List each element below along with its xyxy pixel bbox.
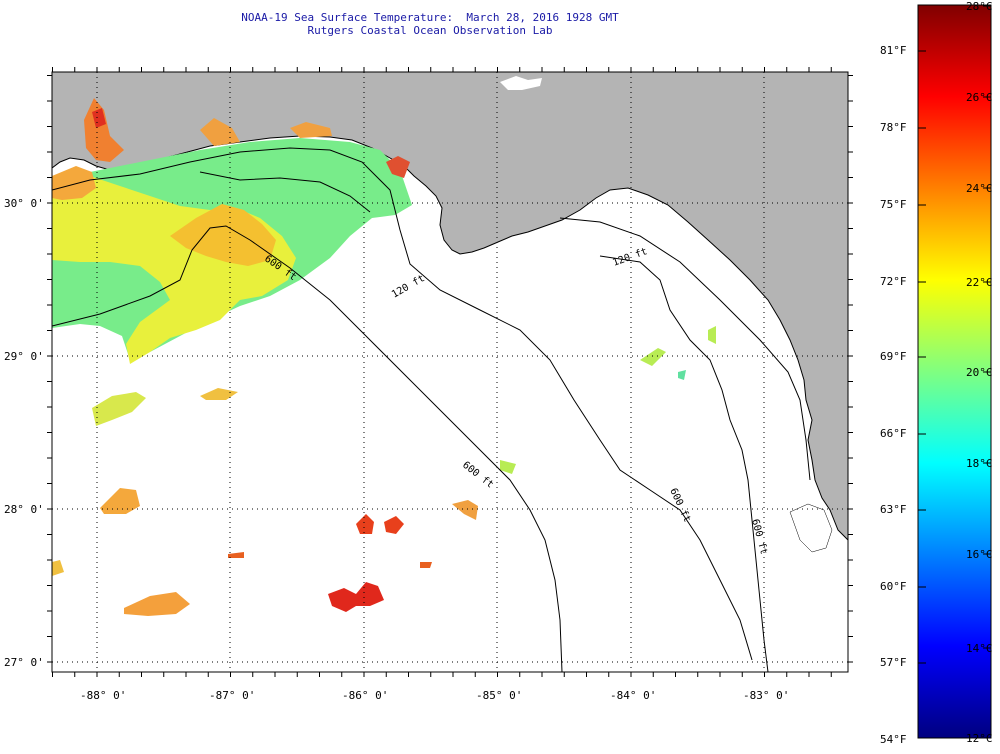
celsius-label: 12°C bbox=[966, 732, 993, 745]
celsius-label: 26°C bbox=[966, 91, 993, 104]
sst-patch-st-joe bbox=[386, 156, 410, 178]
contour-600ft-west bbox=[52, 225, 563, 672]
map-frame bbox=[51, 71, 849, 673]
colorbar-ticks bbox=[918, 5, 991, 739]
celsius-label: 18°C bbox=[966, 457, 993, 470]
contour-600ft-east bbox=[599, 255, 769, 672]
fahrenheit-label: 57°F bbox=[880, 656, 907, 669]
celsius-label: 22°C bbox=[966, 276, 993, 289]
fahrenheit-label: 75°F bbox=[880, 198, 907, 211]
colorbar-celsius-labels: 28°C 26°C 24°C 22°C 20°C 18°C 16°C 14°C … bbox=[966, 0, 993, 745]
land-mass bbox=[52, 72, 848, 541]
celsius-label: 14°C bbox=[966, 642, 993, 655]
lon-label: -84° 0' bbox=[610, 689, 656, 702]
colorbar: 28°C 26°C 24°C 22°C 20°C 18°C 16°C 14°C … bbox=[880, 0, 993, 746]
longitude-labels: -88° 0' -87° 0' -86° 0' -85° 0' -84° 0' … bbox=[80, 689, 789, 702]
fahrenheit-label: 72°F bbox=[880, 275, 907, 288]
map-area: 120 ft 600 ft 600 ft 120 ft 600 ft 600 f… bbox=[52, 72, 848, 672]
fahrenheit-label: 69°F bbox=[880, 350, 907, 363]
bathymetry-contours bbox=[52, 147, 811, 672]
lat-label: 29° 0' bbox=[4, 350, 44, 363]
sst-patch-sw-cloud-1 bbox=[92, 392, 146, 426]
colorbar-fahrenheit-labels: 81°F 78°F 75°F 72°F 69°F 66°F 63°F 60°F … bbox=[880, 44, 907, 746]
sst-patch-big-bend bbox=[640, 326, 716, 366]
lat-label: 28° 0' bbox=[4, 503, 44, 516]
contour-120ft bbox=[52, 147, 753, 661]
fahrenheit-label: 81°F bbox=[880, 44, 907, 57]
fahrenheit-label: 63°F bbox=[880, 503, 907, 516]
frame-ticks bbox=[47, 67, 853, 677]
sst-patch-coastal-bays bbox=[200, 118, 332, 146]
contour-near-shore bbox=[559, 217, 811, 481]
sst-patch-small-cyan bbox=[678, 370, 686, 380]
fahrenheit-label: 78°F bbox=[880, 121, 907, 134]
lon-label: -88° 0' bbox=[80, 689, 126, 702]
celsius-label: 28°C bbox=[966, 0, 993, 13]
sst-patch-warm-2 bbox=[124, 592, 190, 616]
colorbar-gradient bbox=[917, 4, 992, 739]
sst-patch-hot-1 bbox=[356, 514, 404, 534]
bay bbox=[789, 503, 833, 553]
lon-label: -85° 0' bbox=[476, 689, 522, 702]
sst-patch-east-2 bbox=[500, 460, 516, 474]
sst-patch-hot-2 bbox=[328, 582, 384, 612]
sst-patch-east-1 bbox=[452, 500, 478, 520]
lat-label: 30° 0' bbox=[4, 197, 44, 210]
fahrenheit-label: 54°F bbox=[880, 733, 907, 746]
map-subtitle: Rutgers Coastal Ocean Observation Lab bbox=[307, 24, 553, 37]
celsius-label: 16°C bbox=[966, 548, 993, 561]
map-title: NOAA-19 Sea Surface Temperature: March 2… bbox=[241, 11, 619, 24]
inland-lake bbox=[500, 76, 542, 90]
celsius-label: 20°C bbox=[966, 366, 993, 379]
sst-patch-warm-1 bbox=[100, 488, 140, 514]
sst-patch-far-west bbox=[52, 560, 64, 576]
graticule bbox=[52, 72, 848, 672]
fahrenheit-label: 60°F bbox=[880, 580, 907, 593]
latitude-labels: 30° 0' 29° 0' 28° 0' 27° 0' bbox=[4, 197, 44, 669]
lon-label: -83° 0' bbox=[743, 689, 789, 702]
lat-label: 27° 0' bbox=[4, 656, 44, 669]
sst-patch-sw-small bbox=[200, 388, 238, 400]
lon-label: -86° 0' bbox=[342, 689, 388, 702]
sst-patch-mobile-bay-hot bbox=[92, 108, 106, 128]
sst-patch-west-coast bbox=[52, 166, 96, 200]
sst-data-layer bbox=[52, 98, 716, 616]
sst-patch-warm-center bbox=[170, 204, 276, 266]
fahrenheit-label: 66°F bbox=[880, 427, 907, 440]
lon-label: -87° 0' bbox=[209, 689, 255, 702]
contour-600ft-outer bbox=[199, 171, 371, 213]
celsius-label: 24°C bbox=[966, 182, 993, 195]
